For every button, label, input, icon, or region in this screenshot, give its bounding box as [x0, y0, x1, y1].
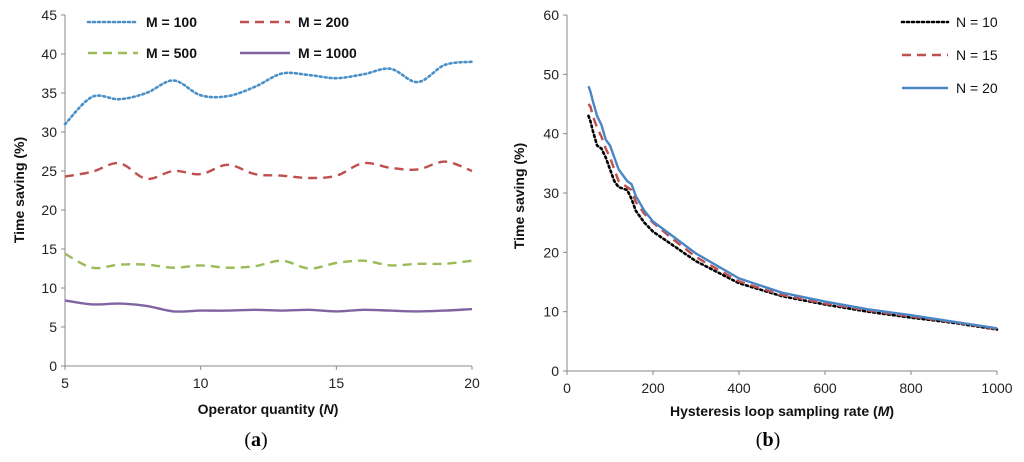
x-tick-label: 1000 [981, 380, 1012, 396]
y-tick-label: 45 [41, 7, 57, 23]
x-tick-label: 400 [727, 380, 751, 396]
series-line-n-10 [587, 114, 999, 331]
y-tick-label: 35 [41, 85, 57, 101]
caption-b: (b) [756, 429, 780, 451]
y-tick-label: 25 [41, 163, 57, 179]
y-axis-label-b: Time saving (%) [511, 143, 527, 249]
series-line-m-1000 [64, 299, 473, 313]
x-tick-label: 200 [641, 380, 665, 396]
caption-b-letter: b [762, 429, 773, 451]
chart-panel-b: 0 10 20 30 40 50 60 0 200 400 600 800 1000 N = 10 N … [511, 7, 1013, 451]
x-tick-label: 5 [61, 375, 69, 391]
legend-label: N = 15 [956, 47, 998, 63]
x-axis-label-b-prefix: Hysteresis loop sampling rate ( [670, 403, 878, 419]
y-tick-label: 10 [543, 304, 559, 320]
x-tick-label: 20 [464, 375, 480, 391]
legend-label: M = 200 [298, 14, 349, 30]
y-tick-label: 15 [41, 241, 57, 257]
x-axis-label-b-var: M [878, 403, 890, 419]
legend-label: M = 100 [146, 14, 197, 30]
series-line-n-20 [587, 85, 998, 330]
x-tick-label: 600 [813, 380, 837, 396]
series-line-m-100 [63, 60, 474, 126]
y-tick-label: 20 [41, 202, 57, 218]
x-axis-label-b-suffix: ) [889, 403, 894, 419]
x-tick-label: 10 [193, 375, 209, 391]
caption-a-letter: a [251, 429, 261, 451]
y-tick-label: 5 [49, 319, 57, 335]
y-axis-label-a: Time saving (%) [11, 137, 27, 243]
x-axis-label-a: Operator quantity (N) [198, 401, 339, 417]
legend-label: M = 1000 [298, 45, 357, 61]
y-tick-label: 20 [543, 244, 559, 260]
x-tick-label: 0 [563, 380, 571, 396]
y-tick-label: 40 [41, 46, 57, 62]
y-tick-label: 30 [41, 124, 57, 140]
y-tick-label: 0 [49, 358, 57, 374]
x-tick-label: 15 [329, 375, 345, 391]
y-tick-label: 30 [543, 185, 559, 201]
legend-label: M = 500 [146, 45, 197, 61]
y-tick-label: 50 [543, 66, 559, 82]
y-tick-label: 10 [41, 280, 57, 296]
y-tick-label: 60 [543, 7, 559, 23]
caption-a: (a) [244, 429, 267, 451]
y-tick-label: 40 [543, 126, 559, 142]
x-axis-label-b: Hysteresis loop sampling rate (M) [670, 403, 894, 419]
x-axis-label-a-suffix: ) [334, 401, 339, 417]
x-axis-label-a-var: N [324, 401, 335, 417]
series-line-m-200 [64, 160, 473, 181]
series-line-n-15 [587, 103, 998, 331]
x-axis-label-a-prefix: Operator quantity ( [198, 401, 324, 417]
x-tick-label: 800 [899, 380, 923, 396]
legend-label: N = 10 [956, 14, 998, 30]
series-line-m-500 [64, 252, 473, 270]
legend-label: N = 20 [956, 80, 998, 96]
y-tick-label: 0 [551, 363, 559, 379]
